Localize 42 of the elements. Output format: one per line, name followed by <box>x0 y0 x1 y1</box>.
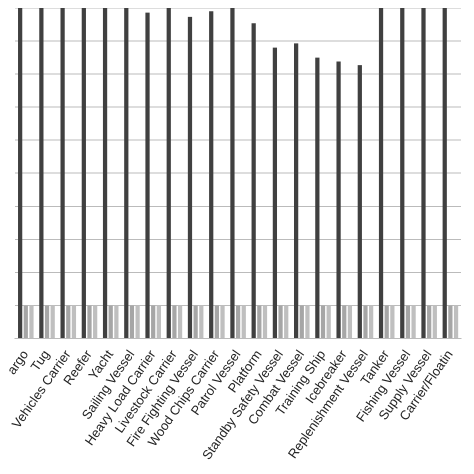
bar <box>44 305 50 338</box>
bar <box>342 305 346 338</box>
bar <box>252 23 256 338</box>
bar <box>384 305 389 338</box>
bar <box>108 305 113 338</box>
bar <box>39 8 44 338</box>
bar <box>102 8 108 338</box>
bar <box>60 8 65 338</box>
bar <box>87 305 92 338</box>
bar <box>145 12 150 338</box>
bar <box>427 305 432 338</box>
bar <box>18 8 22 338</box>
bar <box>320 305 326 338</box>
bar <box>166 8 171 338</box>
bar <box>400 8 404 338</box>
bar <box>188 16 192 338</box>
bar <box>272 48 278 338</box>
bar <box>336 62 341 338</box>
bar <box>230 8 235 338</box>
bar <box>130 305 134 338</box>
bar <box>82 8 86 338</box>
bar <box>278 305 283 338</box>
bar <box>209 11 214 338</box>
bar <box>194 305 198 338</box>
bar <box>124 8 128 338</box>
bar <box>236 305 240 338</box>
bar <box>448 305 453 338</box>
bar <box>421 8 426 338</box>
bar <box>442 8 447 338</box>
bar <box>257 305 262 338</box>
bar <box>294 43 298 338</box>
bar <box>151 305 156 338</box>
bar <box>406 305 410 338</box>
bar <box>358 65 362 338</box>
bar <box>172 305 177 338</box>
bar <box>214 305 219 338</box>
bar <box>300 305 304 338</box>
bar <box>24 305 28 338</box>
bar <box>378 8 384 338</box>
bar <box>363 305 368 338</box>
bar <box>66 305 70 338</box>
bar <box>315 58 320 338</box>
